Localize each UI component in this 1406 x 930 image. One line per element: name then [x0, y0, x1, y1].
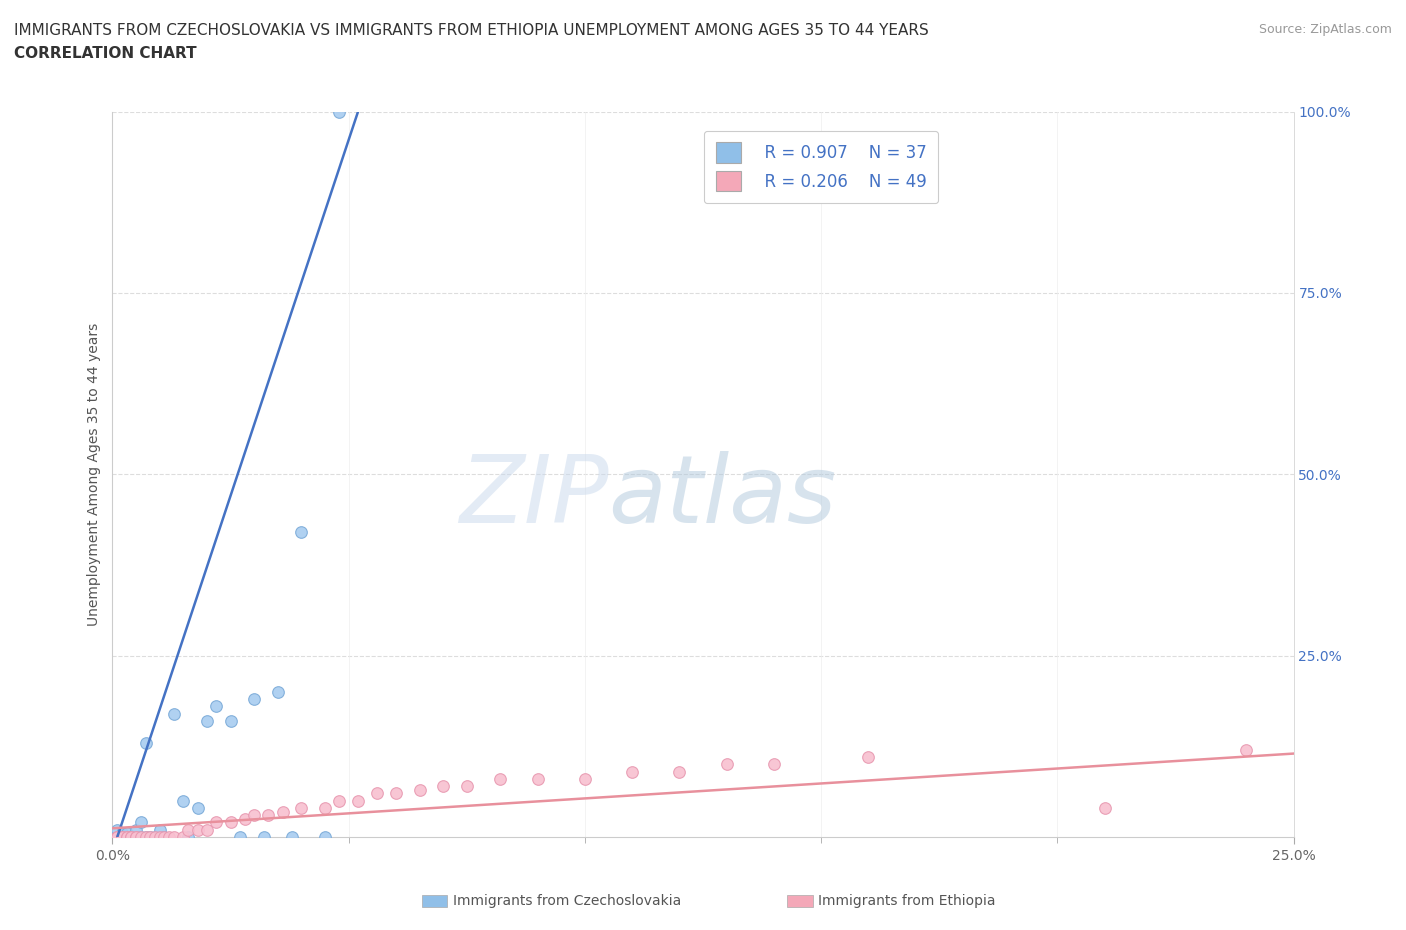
Point [111, 830, 134, 844]
Point [290, 801, 312, 816]
Point [143, 830, 166, 844]
Point [271, 804, 294, 819]
Point [177, 830, 200, 844]
Point [489, 772, 512, 787]
Point [139, 830, 162, 844]
Point [157, 830, 180, 844]
Point [858, 750, 880, 764]
Point [328, 104, 350, 119]
Point [105, 822, 128, 837]
Point [385, 786, 408, 801]
Point [143, 830, 166, 844]
Point [253, 830, 276, 844]
Point [153, 830, 176, 844]
Point [314, 830, 336, 844]
Point [574, 772, 596, 787]
Point [195, 822, 218, 837]
Point [456, 778, 478, 793]
Text: ZIP: ZIP [458, 450, 609, 541]
Point [135, 830, 157, 844]
Point [125, 830, 148, 844]
Point [314, 801, 336, 816]
Point [111, 830, 134, 844]
Point [219, 713, 242, 728]
Point [621, 764, 644, 779]
Point [111, 830, 134, 844]
Point [120, 830, 142, 844]
Point [762, 757, 785, 772]
Point [290, 525, 312, 539]
Point [111, 830, 134, 844]
Text: atlas: atlas [609, 450, 837, 541]
Text: Immigrants from Ethiopia: Immigrants from Ethiopia [818, 894, 995, 908]
Point [229, 830, 252, 844]
Point [129, 830, 152, 844]
Point [177, 822, 200, 837]
Point [129, 830, 152, 844]
Point [129, 815, 152, 830]
Point [153, 830, 176, 844]
Point [120, 830, 142, 844]
Point [115, 830, 138, 844]
Point [257, 808, 280, 823]
Point [115, 830, 138, 844]
Point [115, 830, 138, 844]
Point [125, 822, 148, 837]
Y-axis label: Unemployment Among Ages 35 to 44 years: Unemployment Among Ages 35 to 44 years [87, 323, 101, 626]
Point [668, 764, 690, 779]
Point [125, 830, 148, 844]
Point [111, 830, 134, 844]
Point [125, 830, 148, 844]
Point [243, 808, 266, 823]
Point [716, 757, 738, 772]
Point [243, 692, 266, 707]
Point [267, 684, 290, 699]
Point [149, 830, 172, 844]
Point [149, 830, 172, 844]
Point [347, 793, 370, 808]
Point [328, 793, 350, 808]
Point [163, 706, 186, 721]
Point [172, 793, 194, 808]
Point [195, 713, 218, 728]
Point [163, 830, 186, 844]
Point [105, 830, 128, 844]
Point [115, 830, 138, 844]
Point [205, 815, 228, 830]
Point [135, 736, 157, 751]
Point [281, 830, 304, 844]
Point [432, 778, 454, 793]
Legend:   R = 0.907    N = 37,   R = 0.206    N = 49: R = 0.907 N = 37, R = 0.206 N = 49 [704, 131, 938, 203]
Point [1094, 801, 1116, 816]
Point [115, 826, 138, 841]
Text: Source: ZipAtlas.com: Source: ZipAtlas.com [1258, 23, 1392, 36]
Point [205, 699, 228, 714]
Point [105, 830, 128, 844]
Point [172, 830, 194, 844]
Point [233, 811, 256, 827]
Text: CORRELATION CHART: CORRELATION CHART [14, 46, 197, 61]
Text: IMMIGRANTS FROM CZECHOSLOVAKIA VS IMMIGRANTS FROM ETHIOPIA UNEMPLOYMENT AMONG AG: IMMIGRANTS FROM CZECHOSLOVAKIA VS IMMIGR… [14, 23, 929, 38]
Point [219, 815, 242, 830]
Point [408, 782, 430, 797]
Point [105, 830, 128, 844]
Point [139, 830, 162, 844]
Point [186, 801, 208, 816]
Point [526, 772, 548, 787]
Point [105, 830, 128, 844]
Point [186, 822, 208, 837]
Point [366, 786, 388, 801]
Point [105, 830, 128, 844]
Point [149, 822, 172, 837]
Point [135, 830, 157, 844]
Point [120, 830, 142, 844]
Point [1234, 742, 1257, 757]
Point [120, 830, 142, 844]
Text: Immigrants from Czechoslovakia: Immigrants from Czechoslovakia [453, 894, 681, 908]
Point [111, 826, 134, 841]
